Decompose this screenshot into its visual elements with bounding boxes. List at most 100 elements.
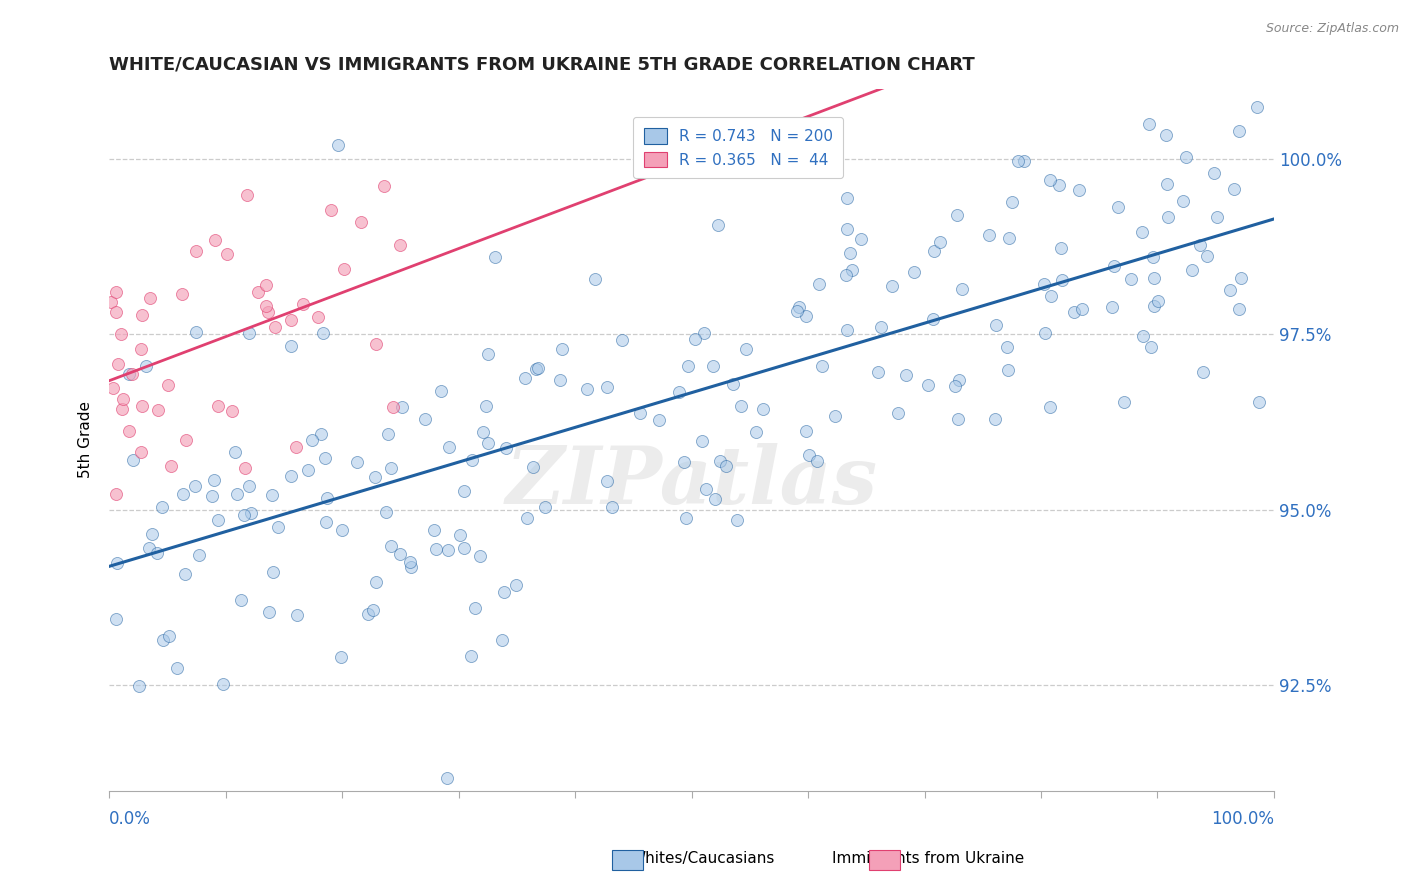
Point bbox=[135, 359, 157, 373]
Point bbox=[104, 612, 127, 626]
Point bbox=[263, 319, 285, 334]
Point bbox=[707, 218, 730, 232]
Point bbox=[1050, 241, 1073, 255]
Point bbox=[212, 677, 235, 691]
Point bbox=[596, 379, 619, 393]
Point bbox=[1227, 123, 1250, 137]
Point bbox=[350, 215, 373, 229]
Y-axis label: 5th Grade: 5th Grade bbox=[79, 401, 93, 478]
Point bbox=[174, 567, 197, 582]
Point bbox=[534, 500, 557, 515]
Point bbox=[312, 326, 335, 340]
Point bbox=[887, 406, 910, 420]
Text: 0.0%: 0.0% bbox=[110, 810, 150, 829]
Point bbox=[997, 363, 1019, 377]
Point bbox=[997, 231, 1019, 245]
Point bbox=[103, 381, 125, 395]
Point bbox=[361, 603, 384, 617]
Point bbox=[808, 277, 831, 291]
Point bbox=[1143, 299, 1166, 313]
Point bbox=[697, 131, 720, 145]
Point bbox=[602, 500, 624, 514]
Point bbox=[307, 310, 329, 325]
Text: Whites/Caucasians: Whites/Caucasians bbox=[631, 851, 775, 865]
Point bbox=[526, 361, 548, 376]
Point bbox=[880, 279, 903, 293]
Point bbox=[1227, 302, 1250, 317]
Point bbox=[364, 575, 387, 590]
Point bbox=[979, 228, 1001, 243]
Point bbox=[471, 425, 494, 439]
Point bbox=[314, 450, 336, 465]
Point bbox=[231, 592, 253, 607]
Point bbox=[373, 179, 395, 194]
Point bbox=[436, 771, 458, 785]
Point bbox=[413, 411, 436, 425]
Point bbox=[917, 378, 939, 392]
Point bbox=[267, 520, 290, 534]
Point bbox=[474, 399, 496, 413]
Point bbox=[468, 549, 491, 563]
Point bbox=[648, 412, 671, 426]
Point bbox=[107, 357, 129, 371]
Point bbox=[576, 382, 599, 396]
Point bbox=[1071, 302, 1094, 317]
Point bbox=[1007, 153, 1029, 168]
Point bbox=[329, 650, 352, 665]
Point bbox=[285, 440, 308, 454]
Point bbox=[786, 303, 808, 318]
Point bbox=[141, 527, 163, 541]
Point bbox=[131, 308, 153, 322]
Point bbox=[1101, 300, 1123, 314]
Point bbox=[1175, 150, 1198, 164]
Text: 100.0%: 100.0% bbox=[1211, 810, 1274, 829]
Point bbox=[297, 463, 319, 477]
Point bbox=[948, 412, 970, 426]
Legend: R = 0.743   N = 200, R = 0.365   N =  44: R = 0.743 N = 200, R = 0.365 N = 44 bbox=[633, 117, 844, 178]
Point bbox=[806, 454, 828, 468]
Point bbox=[1050, 272, 1073, 286]
Point bbox=[1192, 366, 1215, 380]
Point bbox=[1143, 271, 1166, 285]
Point bbox=[491, 632, 513, 647]
Point bbox=[903, 265, 925, 279]
Point bbox=[104, 285, 127, 299]
Point bbox=[453, 484, 475, 499]
Point bbox=[150, 500, 173, 514]
Point bbox=[929, 235, 952, 249]
Point bbox=[1001, 195, 1024, 210]
Point bbox=[319, 202, 342, 217]
Point bbox=[152, 633, 174, 648]
Point bbox=[1197, 249, 1219, 263]
Point bbox=[1140, 340, 1163, 354]
Point bbox=[690, 434, 713, 449]
Point bbox=[129, 342, 152, 356]
Point bbox=[122, 453, 145, 467]
Point bbox=[1039, 289, 1062, 303]
Point bbox=[1247, 394, 1270, 409]
Point bbox=[1189, 238, 1212, 252]
Point bbox=[111, 392, 134, 406]
Point bbox=[551, 342, 574, 356]
Point bbox=[1063, 305, 1085, 319]
Text: WHITE/CAUCASIAN VS IMMIGRANTS FROM UKRAINE 5TH GRADE CORRELATION CHART: WHITE/CAUCASIAN VS IMMIGRANTS FROM UKRAI… bbox=[110, 55, 974, 73]
Point bbox=[257, 305, 280, 319]
Point bbox=[704, 492, 727, 507]
Point bbox=[259, 605, 281, 619]
Point bbox=[238, 479, 260, 493]
Point bbox=[333, 262, 356, 277]
Point bbox=[1067, 183, 1090, 197]
Point bbox=[184, 325, 207, 339]
Point bbox=[233, 508, 256, 522]
Point bbox=[240, 506, 263, 520]
Point bbox=[172, 487, 194, 501]
Point bbox=[735, 342, 758, 356]
Point bbox=[437, 542, 460, 557]
Point bbox=[280, 313, 302, 327]
Point bbox=[1157, 211, 1180, 225]
Point bbox=[204, 233, 226, 247]
Point bbox=[315, 491, 337, 505]
Point bbox=[309, 427, 332, 442]
Point bbox=[921, 312, 943, 326]
Point bbox=[301, 433, 323, 447]
